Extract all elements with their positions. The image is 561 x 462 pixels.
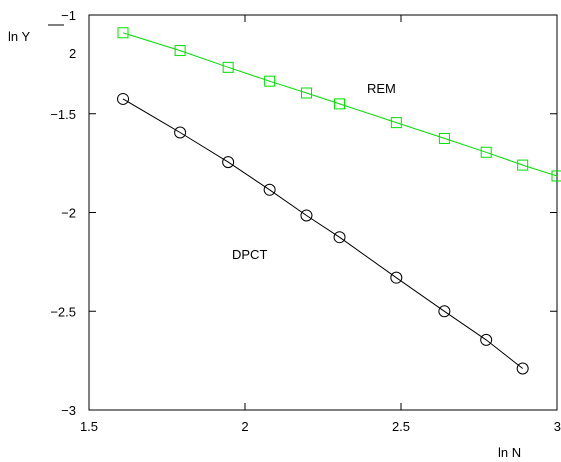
x-tick-label: 1.5 bbox=[80, 419, 98, 434]
y-axis-label-subscript: 2 bbox=[69, 46, 76, 61]
data-point-square bbox=[264, 75, 276, 87]
series-line bbox=[122, 98, 524, 369]
y-tick-label: −2.5 bbox=[50, 304, 76, 319]
data-point-square bbox=[300, 87, 312, 99]
data-point-square bbox=[438, 132, 450, 144]
series-rem bbox=[117, 27, 561, 182]
data-point-square bbox=[334, 98, 346, 110]
x-tick-label: 2 bbox=[241, 419, 248, 434]
data-point-square bbox=[551, 170, 561, 182]
data-point-square bbox=[222, 61, 234, 73]
data-point-circle bbox=[480, 333, 493, 346]
dpct-series-label: DPCT bbox=[232, 247, 267, 262]
data-point-circle bbox=[438, 305, 451, 318]
data-point-circle bbox=[117, 92, 130, 105]
x-axis-label: ln N bbox=[498, 445, 521, 460]
data-point-square bbox=[480, 146, 492, 158]
series-dpct bbox=[117, 92, 529, 375]
x-tick-label: 3 bbox=[554, 419, 561, 434]
data-point-circle bbox=[333, 231, 346, 244]
y-tick-label: −1.5 bbox=[50, 107, 76, 122]
rem-series-label: REM bbox=[367, 81, 396, 96]
data-point-square bbox=[117, 27, 129, 39]
plot-frame bbox=[88, 14, 558, 411]
data-point-square bbox=[174, 45, 186, 57]
y-tick-label: −3 bbox=[61, 403, 76, 418]
data-point-circle bbox=[300, 209, 313, 222]
y-axis-label: ln Y bbox=[8, 29, 30, 44]
series-line bbox=[122, 32, 558, 177]
data-point-square bbox=[390, 117, 402, 129]
y-tick-label: −2 bbox=[61, 206, 76, 221]
x-tick-label: 2.5 bbox=[392, 419, 410, 434]
y-axis-title: ln Y 2 bbox=[8, 24, 76, 61]
y-tick-label: −1 bbox=[61, 8, 76, 23]
data-point-circle bbox=[263, 183, 276, 196]
data-point-circle bbox=[516, 362, 529, 375]
data-point-circle bbox=[222, 156, 235, 169]
data-point-circle bbox=[174, 126, 187, 139]
data-point-circle bbox=[390, 271, 403, 284]
series-layer bbox=[117, 27, 561, 375]
data-point-square bbox=[517, 159, 529, 171]
